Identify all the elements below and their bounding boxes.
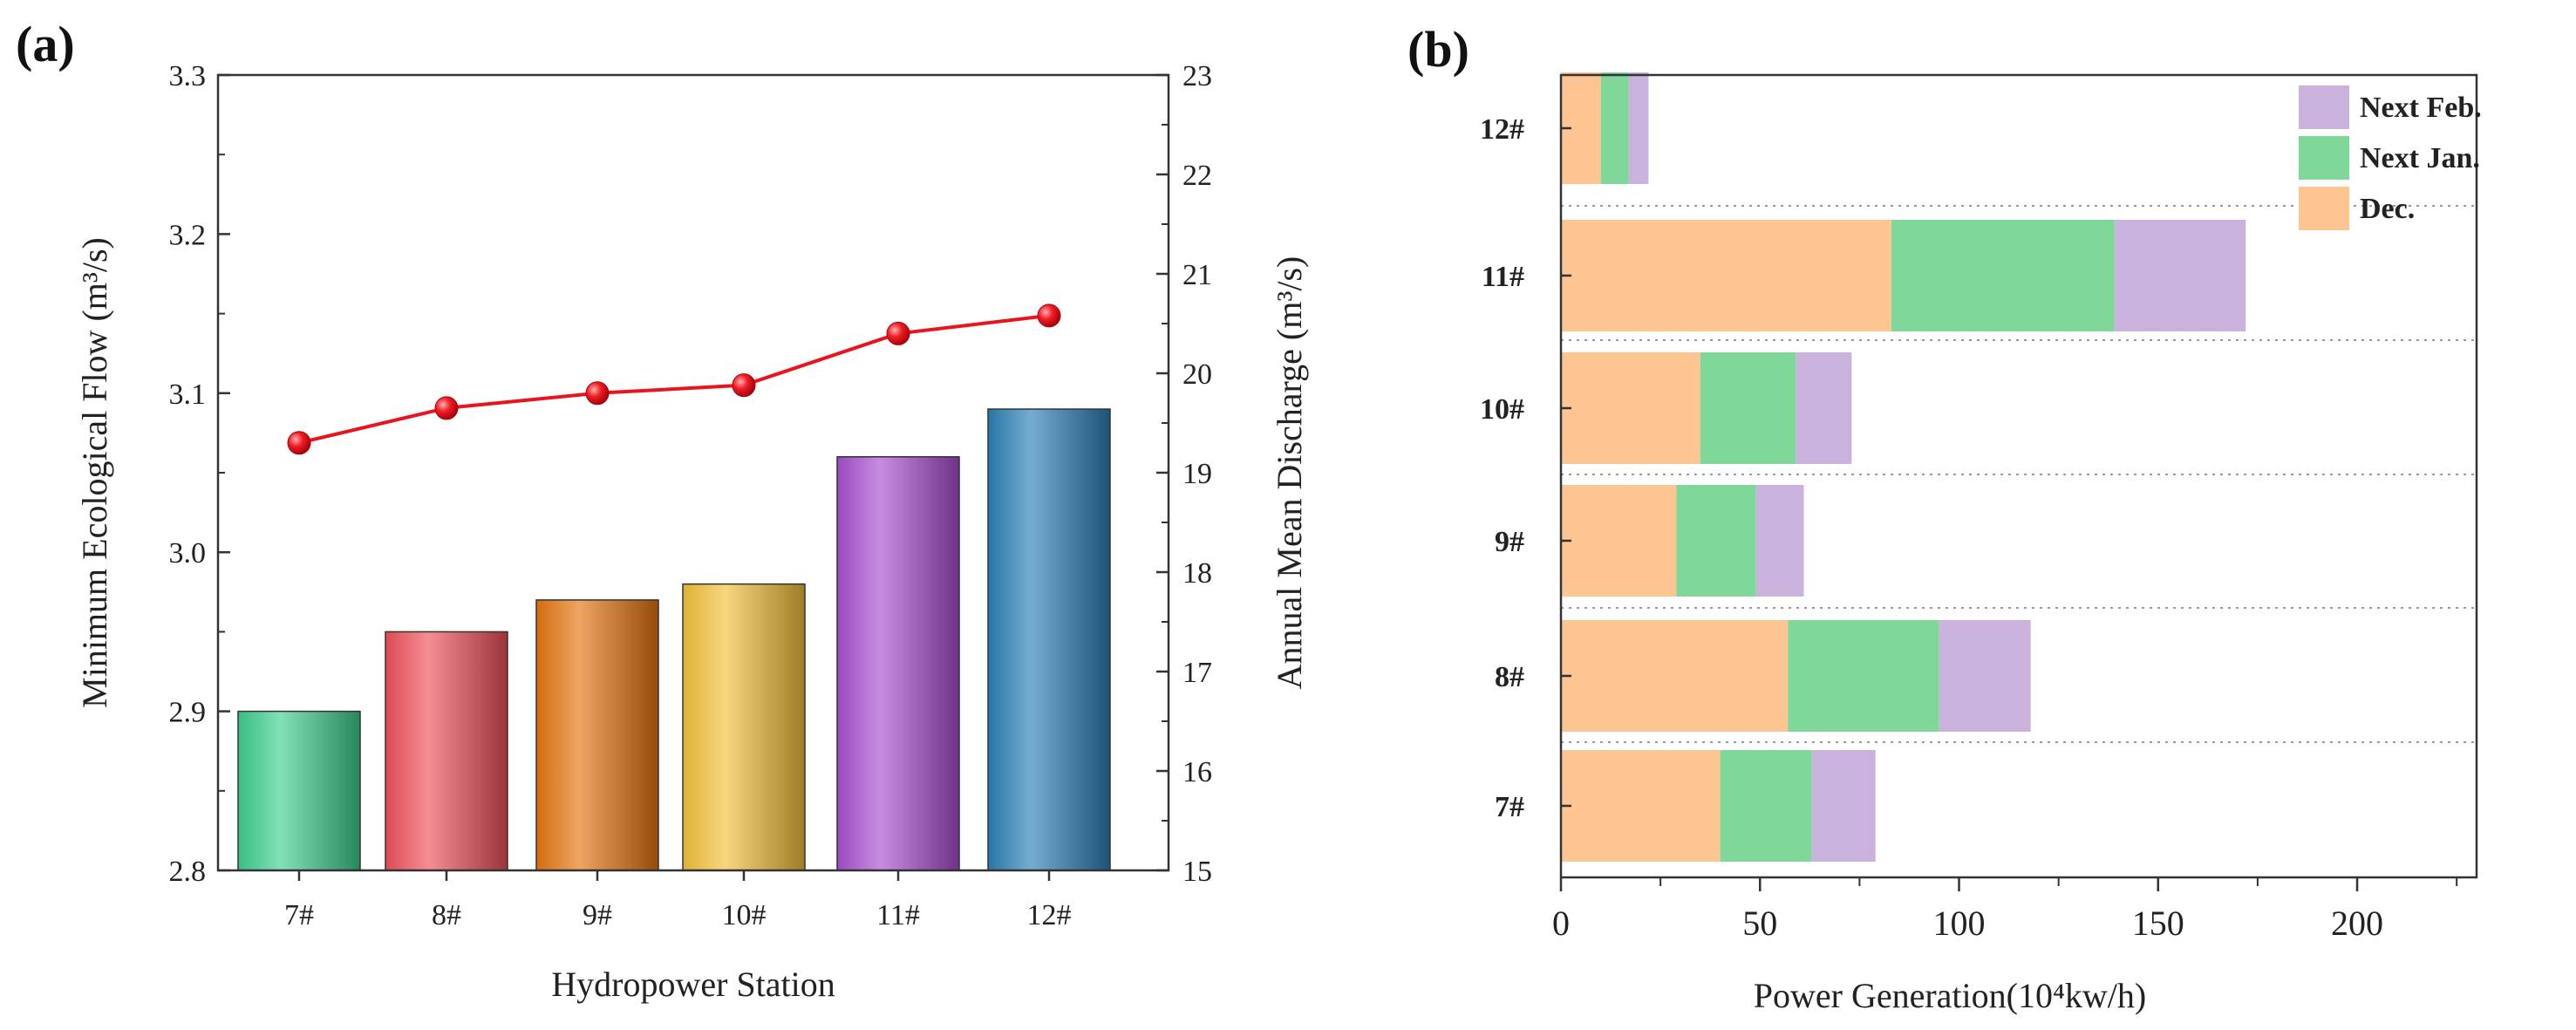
b-ytick-label: 11#	[1482, 261, 1524, 293]
a-y-axis-title: Minimum Ecological Flow (m³/s)	[75, 237, 114, 708]
a-y2tick-label: 17	[1182, 657, 1212, 689]
a-xtick-label: 9#	[583, 899, 612, 931]
bar-8-next-feb	[1939, 620, 2031, 732]
a-ytick-label: 3.0	[169, 537, 207, 570]
discharge-point-12	[1037, 304, 1061, 328]
discharge-line	[298, 313, 1050, 445]
bar-7-dec	[1561, 750, 1721, 862]
legend-swatch	[2299, 85, 2349, 129]
bar-11	[836, 456, 960, 871]
a-discharge-line	[287, 304, 1061, 455]
bar-8-dec	[1561, 620, 1789, 732]
a-y2tick-label: 18	[1182, 557, 1212, 590]
b-xtick-label: 200	[2331, 904, 2383, 943]
b-x-axis-title: Power Generation(10⁴kw/h)	[1754, 976, 2147, 1015]
a-bars	[237, 408, 1111, 871]
legend-swatch	[2299, 136, 2349, 180]
bar-10	[682, 583, 806, 871]
bar-11-dec	[1561, 220, 1891, 331]
panel-a-label: (a)	[16, 16, 75, 72]
discharge-point-8	[434, 396, 459, 420]
a-x-axis-title: Hydropower Station	[551, 965, 835, 1004]
a-xtick-label: 10#	[722, 899, 767, 931]
a-ytick-label: 2.8	[169, 856, 207, 888]
panel-a: (a) 2.8 2.9 3.0 3.1 3.2 3.3 15 16 17 18 19 20 21 22 2…	[16, 16, 1309, 1004]
discharge-point-10	[732, 373, 756, 398]
b-ytick-label: 10#	[1480, 393, 1524, 426]
bar-7-next-feb	[1811, 750, 1876, 862]
a-right-axis: 15 16 17 18 19 20 21 22 23	[1156, 60, 1212, 888]
a-y2tick-label: 20	[1182, 358, 1212, 391]
b-xtick-label: 150	[2132, 904, 2184, 943]
bar-9-next-feb	[1755, 485, 1804, 597]
b-category-dividers	[1561, 205, 2477, 743]
discharge-point-11	[886, 321, 910, 345]
b-plot-frame	[1559, 73, 2478, 879]
bar-8	[385, 631, 508, 871]
bar-12-next-feb	[1628, 72, 1649, 184]
bar-12	[987, 408, 1111, 871]
bar-10-dec	[1561, 352, 1700, 464]
a-y2-axis-title: Annual Mean Discharge (m³/s)	[1270, 256, 1309, 690]
b-ytick-label: 9#	[1495, 526, 1524, 558]
a-y2tick-label: 21	[1182, 259, 1212, 291]
a-y2tick-label: 16	[1182, 756, 1212, 788]
b-ytick-label: 8#	[1495, 661, 1524, 693]
discharge-point-7	[287, 431, 311, 455]
bar-9-dec	[1561, 485, 1677, 597]
b-y-axis: 12# 11# 10# 9# 8# 7#	[1480, 113, 1571, 823]
b-legend: Next Feb. Next Jan. Dec.	[2299, 85, 2482, 230]
a-x-axis: 7# 8# 9# 10# 11# 12#	[284, 870, 1072, 931]
a-xtick-label: 7#	[284, 899, 314, 931]
bar-10-next-feb	[1796, 352, 1852, 464]
b-bars	[1561, 72, 2246, 862]
b-xtick-label: 0	[1552, 904, 1570, 943]
a-xtick-label: 8#	[432, 899, 461, 931]
bar-11-next-feb	[2114, 220, 2246, 331]
a-left-axis: 2.8 2.9 3.0 3.1 3.2 3.3	[169, 60, 230, 888]
a-ytick-label: 3.1	[169, 379, 207, 411]
b-ytick-label: 12#	[1480, 113, 1524, 146]
a-ytick-label: 3.3	[169, 60, 207, 92]
b-xtick-label: 100	[1933, 904, 1986, 943]
b-ytick-label: 7#	[1495, 791, 1524, 823]
a-y2tick-label: 23	[1182, 60, 1212, 92]
panel-b-label: (b)	[1407, 21, 1469, 78]
a-ytick-label: 2.9	[169, 697, 207, 729]
a-xtick-label: 11#	[876, 899, 920, 931]
bar-11-next-jan	[1891, 220, 2115, 331]
a-ytick-label: 3.2	[169, 219, 207, 251]
bar-9	[535, 599, 659, 871]
bar-7	[237, 710, 361, 871]
bar-10-next-jan	[1700, 352, 1796, 464]
b-x-axis: 0 50 100 150 200	[1552, 877, 2458, 943]
bar-7-next-jan	[1720, 750, 1812, 862]
legend-swatch	[2299, 187, 2349, 230]
a-y2tick-label: 22	[1182, 160, 1212, 192]
legend-label: Dec.	[2360, 193, 2415, 225]
legend-label: Next Feb.	[2360, 92, 2482, 124]
b-xtick-label: 50	[1742, 904, 1777, 943]
a-y2tick-label: 19	[1182, 458, 1212, 490]
bar-8-next-jan	[1788, 620, 1939, 732]
a-xtick-label: 12#	[1027, 899, 1072, 931]
panel-b: (b) 12# 11# 10# 9# 8# 7# 0 50 100 150 200 Next Fe…	[1407, 21, 2482, 1015]
bar-12-next-jan	[1600, 72, 1629, 184]
legend-label: Next Jan.	[2360, 142, 2480, 174]
bar-9-next-jan	[1676, 485, 1756, 597]
discharge-point-9	[585, 381, 610, 406]
a-y2tick-label: 15	[1182, 856, 1212, 888]
